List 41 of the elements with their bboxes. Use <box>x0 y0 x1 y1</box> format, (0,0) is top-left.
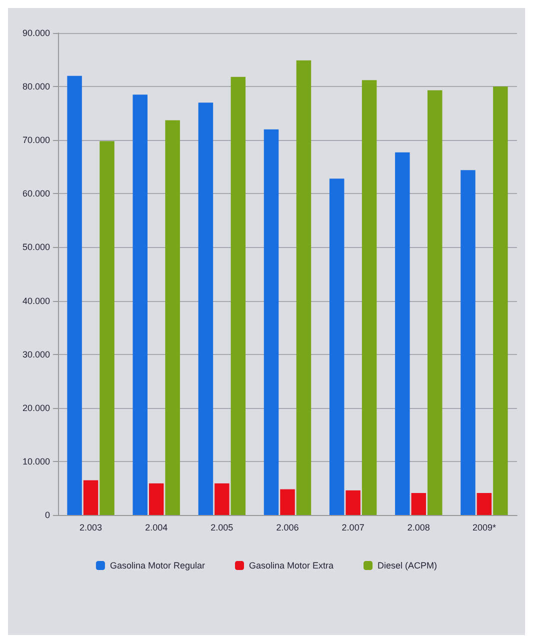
bar <box>411 493 426 515</box>
bar <box>493 86 508 515</box>
y-tick-label: 30.000 <box>22 349 50 360</box>
bar <box>329 178 344 515</box>
bar <box>264 129 279 515</box>
bar <box>83 480 98 515</box>
x-tick-label: 2.003 <box>80 522 102 532</box>
bar <box>100 141 114 515</box>
x-tick-label: 2.005 <box>210 522 234 532</box>
x-tick-label: 2.008 <box>407 522 430 532</box>
bar <box>230 76 246 515</box>
bar <box>132 94 148 515</box>
legend-label: Gasolina Motor Regular <box>110 560 206 570</box>
y-tick-label: 70.000 <box>22 135 50 146</box>
y-tick-label: 60.000 <box>22 188 50 199</box>
bar <box>395 152 410 515</box>
bar <box>362 80 377 515</box>
bar <box>280 489 295 515</box>
legend-label: Gasolina Motor Extra <box>249 560 334 570</box>
y-tick-label: 10.000 <box>22 456 50 466</box>
y-tick-label: 0 <box>44 510 50 520</box>
bar <box>214 483 230 515</box>
bar <box>460 170 476 515</box>
x-tick-label: 2.006 <box>276 522 299 532</box>
bar <box>198 102 214 515</box>
y-tick-label: 50.000 <box>22 242 50 252</box>
legend-label: Diesel (ACPM) <box>378 560 438 570</box>
x-tick-label: 2.007 <box>342 522 364 532</box>
bar <box>296 60 312 515</box>
bar <box>148 483 164 515</box>
x-tick-label: 2.004 <box>145 522 168 532</box>
bar <box>67 76 82 515</box>
bar <box>165 120 180 515</box>
y-tick-label: 40.000 <box>22 296 50 306</box>
bar <box>427 90 442 515</box>
y-tick-label: 80.000 <box>22 82 50 92</box>
y-tick-label: 20.000 <box>22 402 50 413</box>
bar <box>346 490 360 515</box>
x-tick-label: 2009* <box>472 522 496 532</box>
y-tick-label: 90.000 <box>22 28 50 38</box>
bar <box>476 493 492 515</box>
